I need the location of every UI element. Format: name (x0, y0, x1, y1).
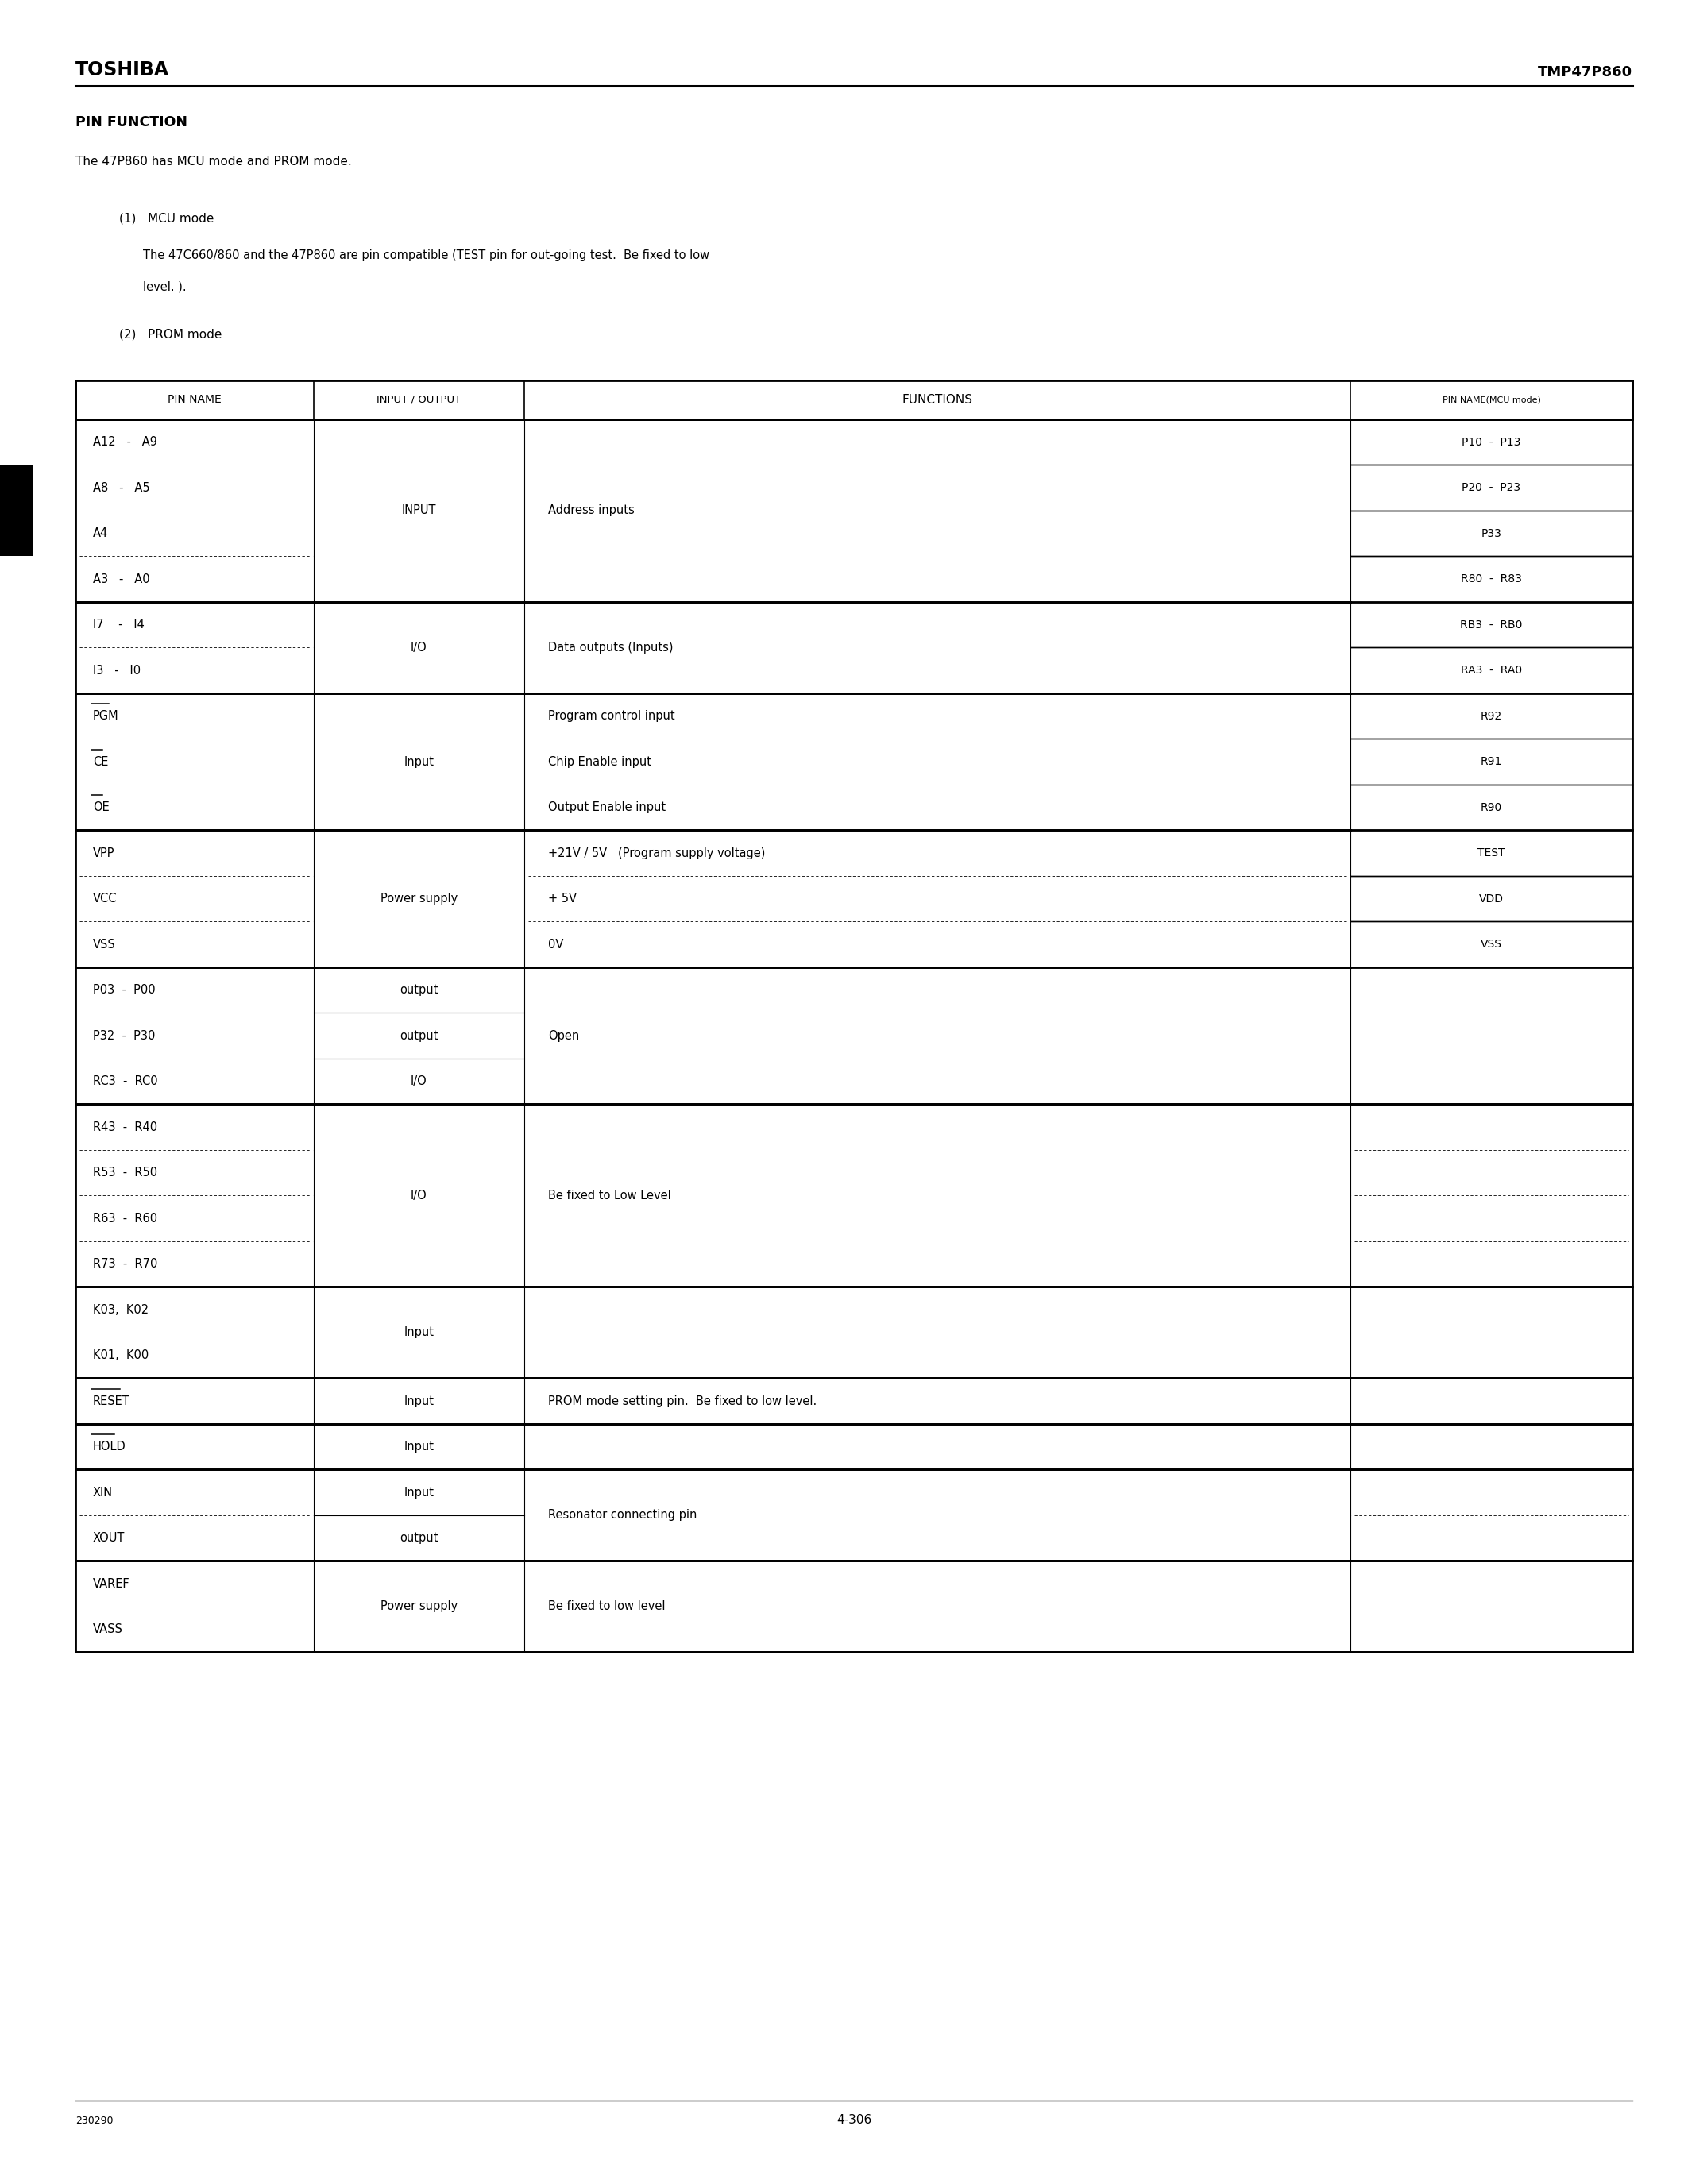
Text: I/O: I/O (410, 642, 427, 653)
Text: The 47P860 has MCU mode and PROM mode.: The 47P860 has MCU mode and PROM mode. (76, 155, 351, 168)
Text: Input: Input (403, 756, 434, 767)
Text: RC3  -  RC0: RC3 - RC0 (93, 1075, 157, 1088)
Text: INPUT / OUTPUT: INPUT / OUTPUT (376, 395, 461, 404)
Text: output: output (400, 1531, 439, 1544)
Text: 4-306: 4-306 (836, 2114, 871, 2125)
Text: HOLD: HOLD (93, 1441, 127, 1452)
Text: XOUT: XOUT (93, 1531, 125, 1544)
Text: level. ).: level. ). (143, 282, 186, 293)
Text: Output Enable input: Output Enable input (549, 802, 665, 812)
Text: R92: R92 (1480, 710, 1502, 721)
Text: Input: Input (403, 1487, 434, 1498)
Text: Data outputs (Inputs): Data outputs (Inputs) (549, 642, 674, 653)
Text: R53  -  R50: R53 - R50 (93, 1166, 157, 1179)
Text: VCC: VCC (93, 893, 116, 904)
Text: (1)   MCU mode: (1) MCU mode (120, 212, 214, 225)
Text: PGM: PGM (93, 710, 118, 723)
Text: FUNCTIONS: FUNCTIONS (901, 393, 972, 406)
Text: INPUT: INPUT (402, 505, 436, 515)
Text: Input: Input (403, 1441, 434, 1452)
Text: K01,  K00: K01, K00 (93, 1350, 149, 1361)
Text: PIN NAME(MCU mode): PIN NAME(MCU mode) (1442, 395, 1541, 404)
Text: A8   -   A5: A8 - A5 (93, 483, 150, 494)
Text: TMP47P860: TMP47P860 (1538, 66, 1632, 79)
Text: P03  -  P00: P03 - P00 (93, 985, 155, 996)
Text: (2)   PROM mode: (2) PROM mode (120, 330, 221, 341)
Text: R43  -  R40: R43 - R40 (93, 1120, 157, 1133)
Text: P10  -  P13: P10 - P13 (1462, 437, 1521, 448)
Text: RB3  -  RB0: RB3 - RB0 (1460, 618, 1523, 631)
Text: A3   -   A0: A3 - A0 (93, 572, 150, 585)
Text: R91: R91 (1480, 756, 1502, 767)
Text: I3   -   I0: I3 - I0 (93, 664, 140, 677)
Text: VASS: VASS (93, 1623, 123, 1636)
Text: VPP: VPP (93, 847, 115, 858)
Text: The 47C660/860 and the 47P860 are pin compatible (TEST pin for out-going test.  : The 47C660/860 and the 47P860 are pin co… (143, 249, 709, 262)
Text: Resonator connecting pin: Resonator connecting pin (549, 1509, 697, 1520)
Text: P32  -  P30: P32 - P30 (93, 1029, 155, 1042)
Text: output: output (400, 1029, 439, 1042)
Text: Power supply: Power supply (380, 893, 457, 904)
Text: R90: R90 (1480, 802, 1502, 812)
Bar (0, 465, 34, 557)
Text: VSS: VSS (1480, 939, 1502, 950)
Text: P33: P33 (1480, 529, 1502, 539)
Text: Address inputs: Address inputs (549, 505, 635, 515)
Text: PIN NAME: PIN NAME (167, 395, 221, 406)
Text: VSS: VSS (93, 939, 116, 950)
Text: + 5V: + 5V (549, 893, 577, 904)
Text: Input: Input (403, 1326, 434, 1339)
Text: TOSHIBA: TOSHIBA (76, 61, 169, 79)
Text: Be fixed to low level: Be fixed to low level (549, 1601, 665, 1612)
Text: Program control input: Program control input (549, 710, 675, 723)
Text: R80  -  R83: R80 - R83 (1460, 574, 1523, 585)
Text: VAREF: VAREF (93, 1577, 130, 1590)
Text: XIN: XIN (93, 1487, 113, 1498)
Text: PROM mode setting pin.  Be fixed to low level.: PROM mode setting pin. Be fixed to low l… (549, 1396, 817, 1406)
Text: Chip Enable input: Chip Enable input (549, 756, 652, 767)
Text: VDD: VDD (1479, 893, 1504, 904)
Text: Be fixed to Low Level: Be fixed to Low Level (549, 1190, 672, 1201)
Text: OE: OE (93, 802, 110, 812)
Text: A4: A4 (93, 526, 108, 539)
Text: +21V / 5V   (Program supply voltage): +21V / 5V (Program supply voltage) (549, 847, 765, 858)
Text: P20  -  P23: P20 - P23 (1462, 483, 1521, 494)
Text: 230290: 230290 (76, 2116, 113, 2125)
Text: RA3  -  RA0: RA3 - RA0 (1460, 664, 1523, 675)
Text: R73  -  R70: R73 - R70 (93, 1258, 157, 1269)
Text: I/O: I/O (410, 1075, 427, 1088)
Text: R63  -  R60: R63 - R60 (93, 1212, 157, 1225)
Text: A12   -   A9: A12 - A9 (93, 437, 157, 448)
Text: RESET: RESET (93, 1396, 130, 1406)
Text: Power supply: Power supply (380, 1601, 457, 1612)
Text: Open: Open (549, 1029, 579, 1042)
Text: 0V: 0V (549, 939, 564, 950)
Text: output: output (400, 985, 439, 996)
Text: TEST: TEST (1477, 847, 1506, 858)
Text: I7    -   I4: I7 - I4 (93, 618, 145, 631)
Text: CE: CE (93, 756, 108, 767)
Text: I/O: I/O (410, 1190, 427, 1201)
Text: PIN FUNCTION: PIN FUNCTION (76, 116, 187, 129)
Text: K03,  K02: K03, K02 (93, 1304, 149, 1315)
Text: Input: Input (403, 1396, 434, 1406)
